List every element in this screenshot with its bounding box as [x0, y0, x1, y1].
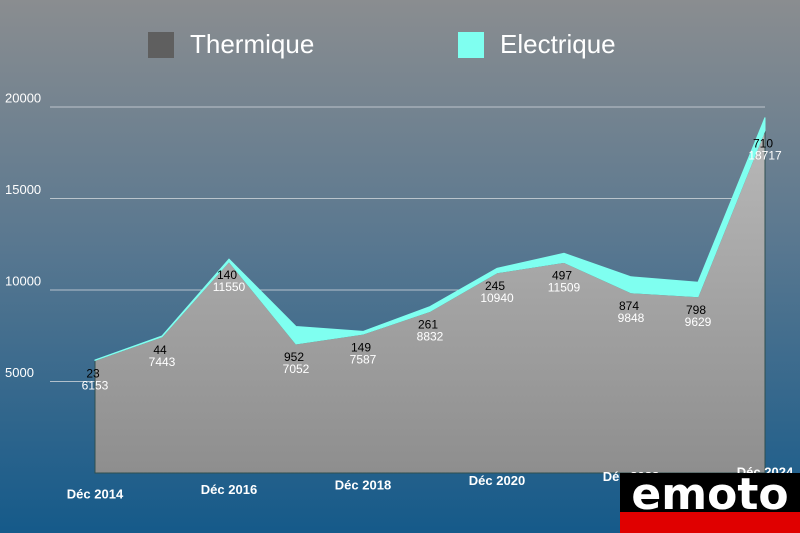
value-label: 798 — [686, 303, 706, 317]
area — [94, 117, 766, 362]
x-tick-label: Déc 2020 — [469, 473, 525, 488]
value-label: 149 — [351, 340, 371, 354]
legend-label: Thermique — [190, 29, 314, 59]
logo-text: emoto — [631, 469, 788, 520]
y-tick-label: 10000 — [5, 273, 41, 288]
legend-swatch — [458, 32, 484, 58]
logo-band — [620, 512, 800, 533]
x-tick-label: Déc 2014 — [67, 486, 124, 501]
value-label: 245 — [485, 279, 505, 293]
value-label: 140 — [217, 268, 237, 282]
value-label: 7587 — [350, 352, 377, 366]
value-label: 874 — [619, 299, 639, 313]
x-tick-label: Déc 2018 — [335, 478, 391, 493]
value-label: 11550 — [213, 280, 246, 294]
value-label: 10940 — [480, 291, 514, 305]
y-tick-label: 15000 — [5, 182, 41, 197]
value-label: 44 — [153, 343, 167, 357]
value-label: 7052 — [283, 362, 310, 376]
value-label: 6153 — [82, 379, 109, 393]
value-label: 952 — [284, 350, 304, 364]
y-tick-label: 20000 — [5, 90, 41, 105]
value-label: 11509 — [548, 281, 581, 295]
legend-swatch — [148, 32, 174, 58]
legend-label: Electrique — [500, 29, 616, 59]
value-label: 9848 — [618, 311, 645, 325]
y-tick-label: 5000 — [5, 365, 34, 380]
value-label: 9629 — [685, 315, 712, 329]
value-label: 497 — [552, 269, 572, 283]
value-label: 710 — [753, 137, 773, 151]
x-tick-label: Déc 2016 — [201, 482, 257, 497]
logo: emoto — [620, 469, 800, 533]
value-label: 23 — [86, 367, 100, 381]
value-label: 7443 — [149, 355, 176, 369]
value-label: 18717 — [748, 149, 782, 163]
value-label: 261 — [418, 318, 438, 332]
value-label: 8832 — [417, 330, 444, 344]
